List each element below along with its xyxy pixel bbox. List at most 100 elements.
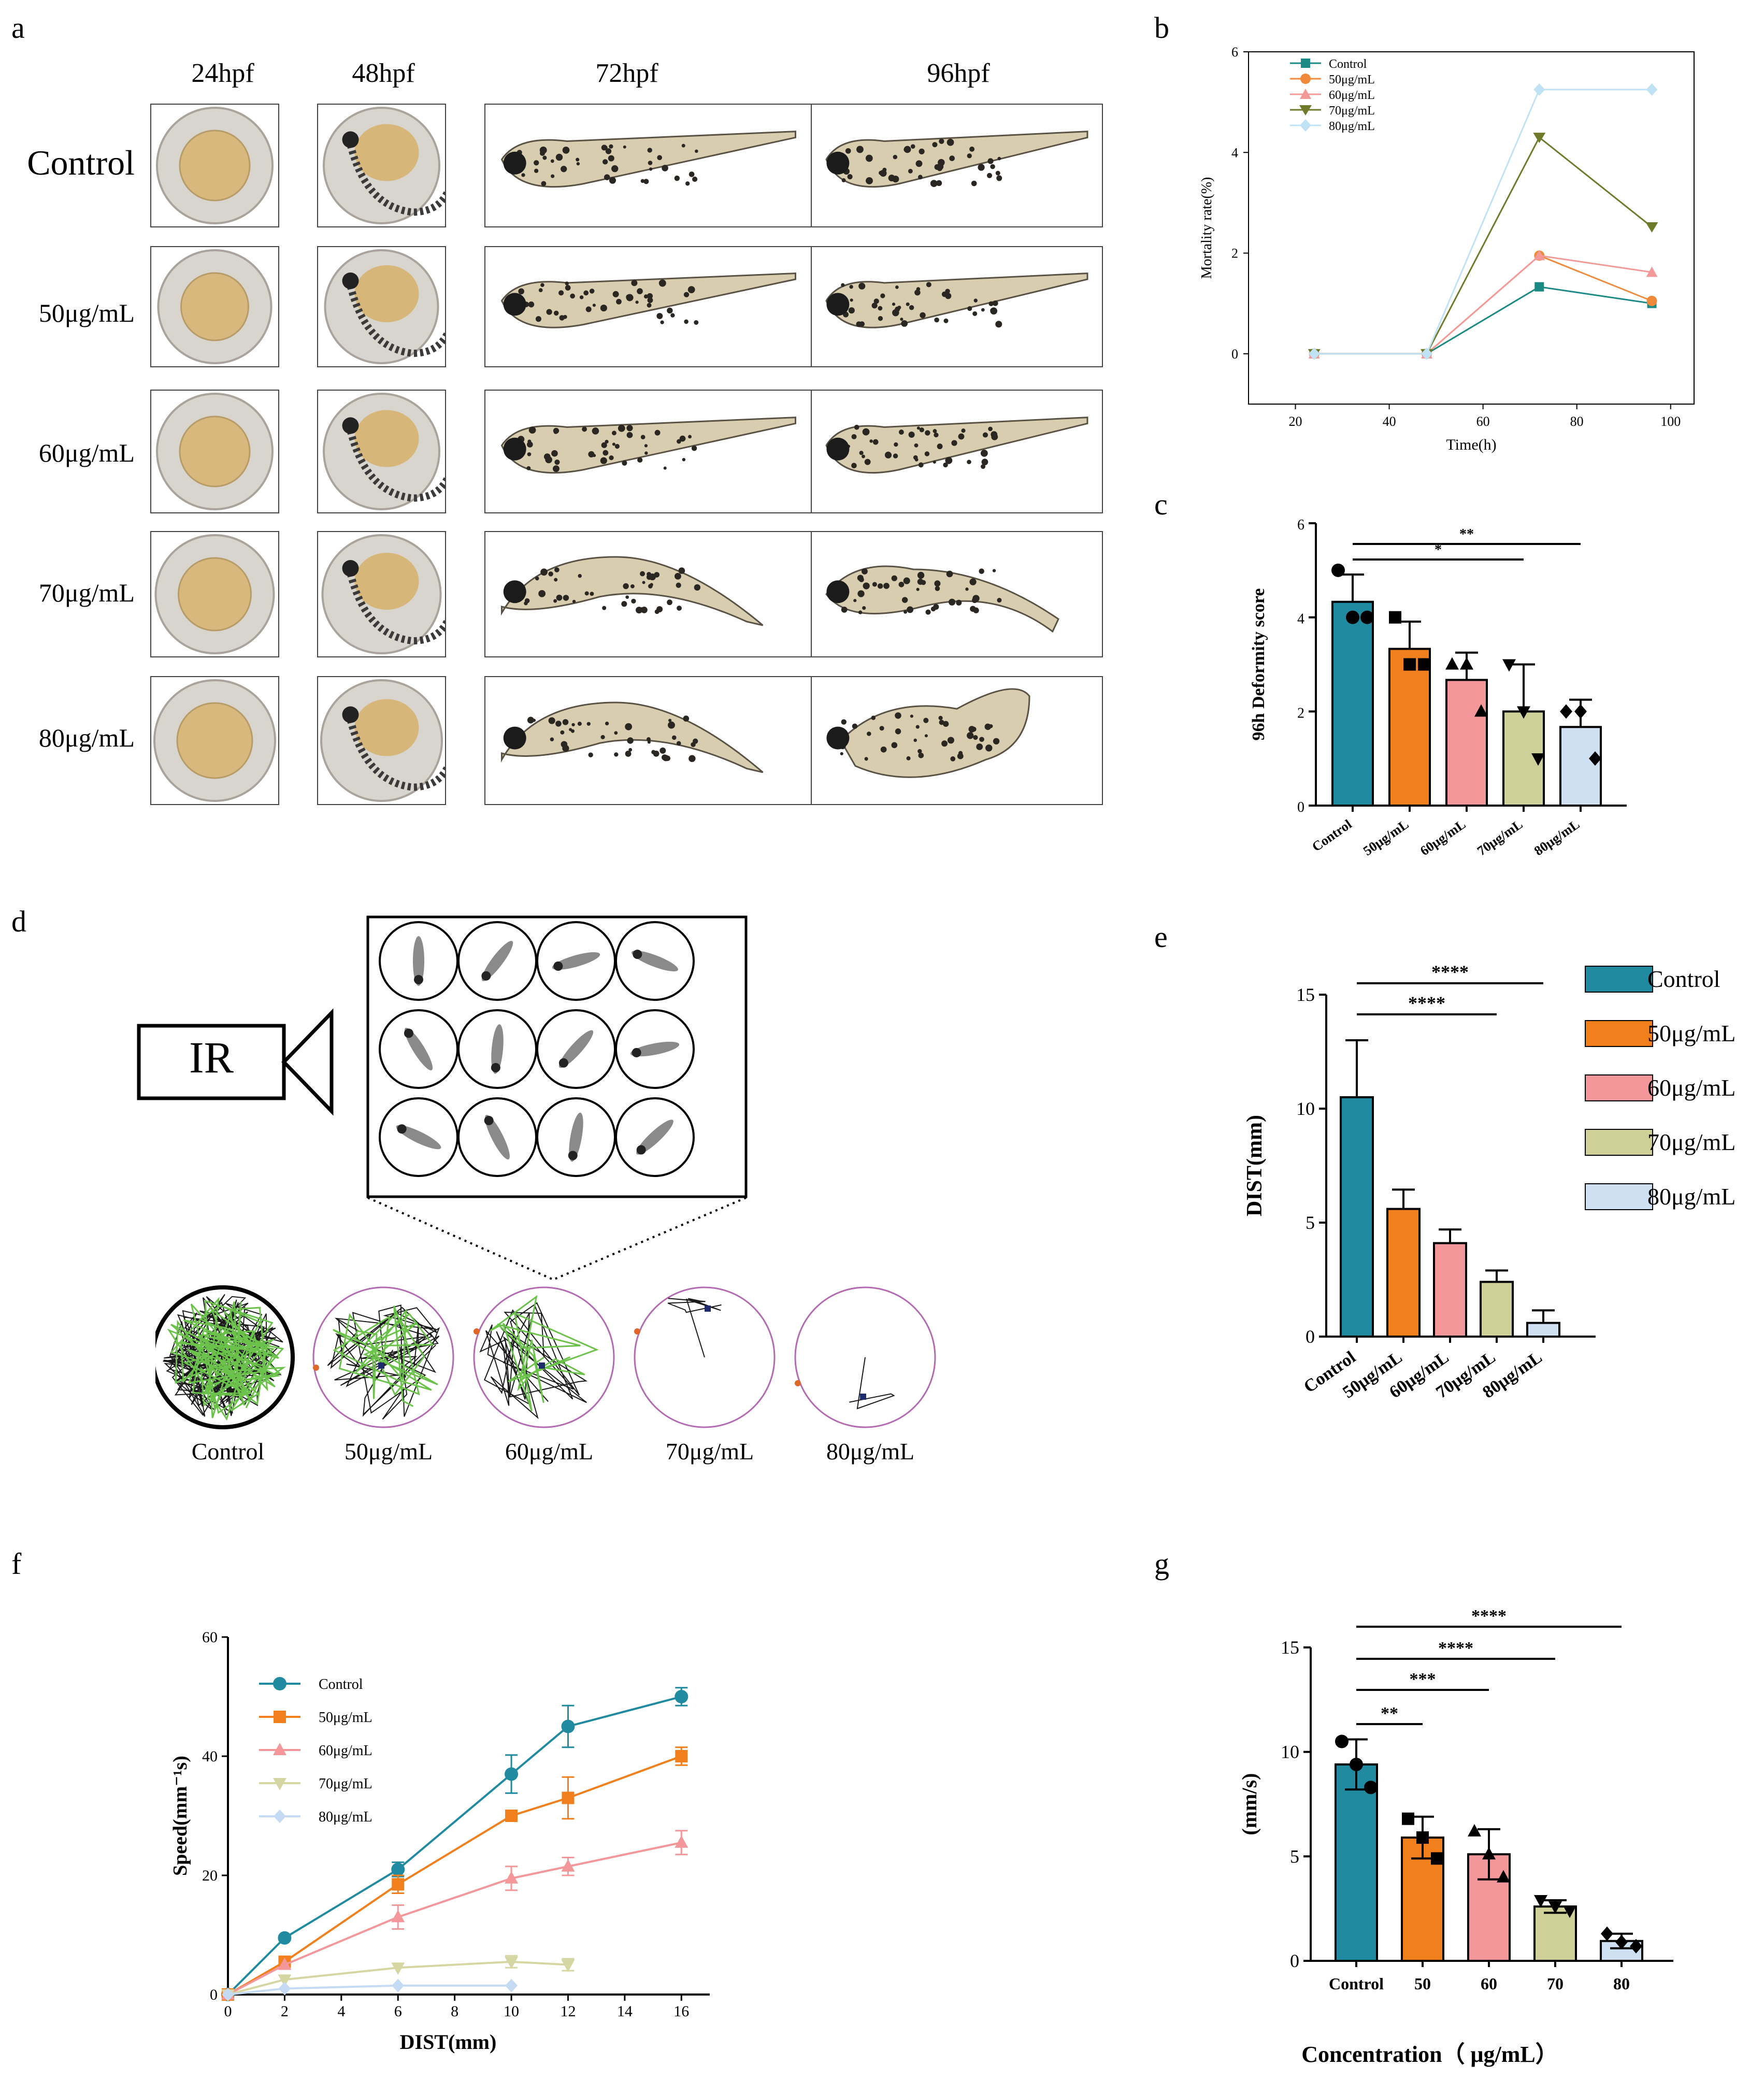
- pigment-spot: [675, 176, 680, 181]
- pigment-spot: [688, 286, 695, 293]
- pigment-spot: [689, 171, 695, 177]
- y-axis-label: DIST(mm): [1243, 1115, 1267, 1216]
- pigment-spot: [631, 280, 637, 286]
- point: [505, 1979, 518, 1992]
- pigment-spot: [934, 433, 938, 437]
- pigment-spot: [588, 753, 593, 757]
- yolk: [179, 558, 251, 630]
- point: [1300, 119, 1311, 132]
- category-label: 60: [1481, 1974, 1497, 1993]
- x-tick-label: 20: [1289, 414, 1302, 429]
- pigment-spot: [880, 726, 884, 730]
- pigment-spot: [910, 714, 913, 718]
- pigment-spot: [675, 573, 681, 580]
- embryo-illustration: [485, 105, 812, 226]
- pigment-spot: [892, 303, 895, 306]
- pigment-spot: [545, 456, 552, 464]
- pigment-spot: [925, 451, 929, 456]
- pigment-spot: [871, 715, 876, 720]
- col-header-96hpf: 96hpf: [881, 58, 1036, 89]
- y-tick-label: 4: [1231, 145, 1238, 160]
- pigment-spot: [689, 755, 695, 762]
- pigment-spot: [616, 299, 622, 305]
- pigment-spot: [943, 463, 948, 467]
- pigment-spot: [925, 610, 930, 615]
- pigment-spot: [981, 308, 985, 312]
- pigment-spot: [933, 604, 939, 610]
- chart-f-speed: 0 2 4 6 8 10 12 14 160204060DIST(mm)Speed(mm⁻¹s)…: [155, 1611, 751, 2067]
- legend-label: 80μg/mL: [1647, 1183, 1736, 1210]
- end-marker: [539, 1362, 545, 1369]
- pigment-spot: [920, 312, 925, 318]
- pigment-spot: [659, 280, 666, 287]
- pigment-spot: [879, 171, 883, 175]
- pigment-spot: [641, 435, 646, 439]
- significance-label: ****: [1408, 993, 1445, 1013]
- pigment-spot: [934, 318, 939, 323]
- chart-e-dist: 051015Control50μg/mL60μg/mL70μg/mL80μg/m…: [1223, 943, 1761, 1440]
- pigment-spot: [648, 148, 652, 152]
- eye: [342, 272, 359, 289]
- pigment-spot: [534, 169, 538, 173]
- pigment-spot: [642, 581, 646, 584]
- pigment-spot: [648, 584, 653, 589]
- pigment-spot: [997, 157, 1001, 161]
- legend-swatch: [1585, 1129, 1653, 1155]
- pigment-spot: [554, 311, 559, 316]
- point: [278, 1982, 291, 1996]
- pigment-spot: [918, 175, 923, 179]
- data-point: [1468, 1824, 1481, 1837]
- pigment-spot: [841, 283, 844, 287]
- embryo-image-r3-c1: [317, 531, 446, 657]
- pigment-spot: [667, 599, 672, 605]
- significance-label: ****: [1471, 1606, 1507, 1626]
- pigment-spot: [923, 718, 928, 723]
- pigment-spot: [946, 571, 953, 578]
- pigment-spot: [676, 583, 681, 588]
- pigment-spot: [672, 735, 677, 740]
- pigment-spot: [909, 305, 914, 310]
- point: [1646, 222, 1658, 233]
- track-circles: [155, 1274, 964, 1440]
- x-tick-label: 4: [337, 2003, 345, 2020]
- y-tick-label: 0: [210, 1986, 218, 2003]
- zoom-line-left: [368, 1198, 553, 1280]
- point: [274, 1711, 286, 1723]
- pigment-spot: [859, 577, 864, 582]
- y-tick-label: 6: [1231, 45, 1238, 60]
- pigment-spot: [996, 175, 1002, 181]
- pigment-spot: [637, 288, 643, 294]
- pigment-spot: [659, 748, 666, 754]
- pigment-spot: [859, 321, 865, 327]
- pigment-spot: [627, 737, 633, 743]
- embryo-illustration: [812, 247, 1102, 366]
- pigment-spot: [688, 435, 692, 438]
- pigment-spot: [623, 583, 628, 589]
- data-point: [1402, 1813, 1414, 1825]
- pigment-spot: [972, 595, 979, 601]
- pigment-spot: [626, 294, 632, 300]
- pigment-spot: [582, 427, 587, 432]
- pigment-spot: [528, 302, 535, 308]
- pigment-spot: [560, 730, 564, 735]
- point: [1647, 296, 1657, 306]
- panel-letter-a: a: [11, 10, 25, 45]
- pigment-spot: [878, 306, 883, 311]
- pigment-spot: [521, 173, 525, 177]
- pigment-spot: [549, 717, 555, 724]
- x-tick-label: 8: [451, 2003, 458, 2020]
- y-tick-label: 15: [1281, 1637, 1299, 1658]
- pigment-spot: [605, 722, 609, 725]
- point: [392, 1878, 404, 1890]
- bar-1: [1387, 1209, 1419, 1337]
- category-label: Control: [1309, 816, 1354, 854]
- eye: [342, 560, 359, 577]
- y-tick-label: 6: [1297, 517, 1304, 533]
- pigment-spot: [684, 320, 689, 324]
- start-marker: [313, 1365, 319, 1371]
- pigment-spot: [899, 582, 905, 587]
- pigment-spot: [518, 289, 524, 295]
- eye: [342, 132, 359, 148]
- larva-body: [826, 274, 1087, 328]
- panel-letter-g: g: [1154, 1546, 1169, 1581]
